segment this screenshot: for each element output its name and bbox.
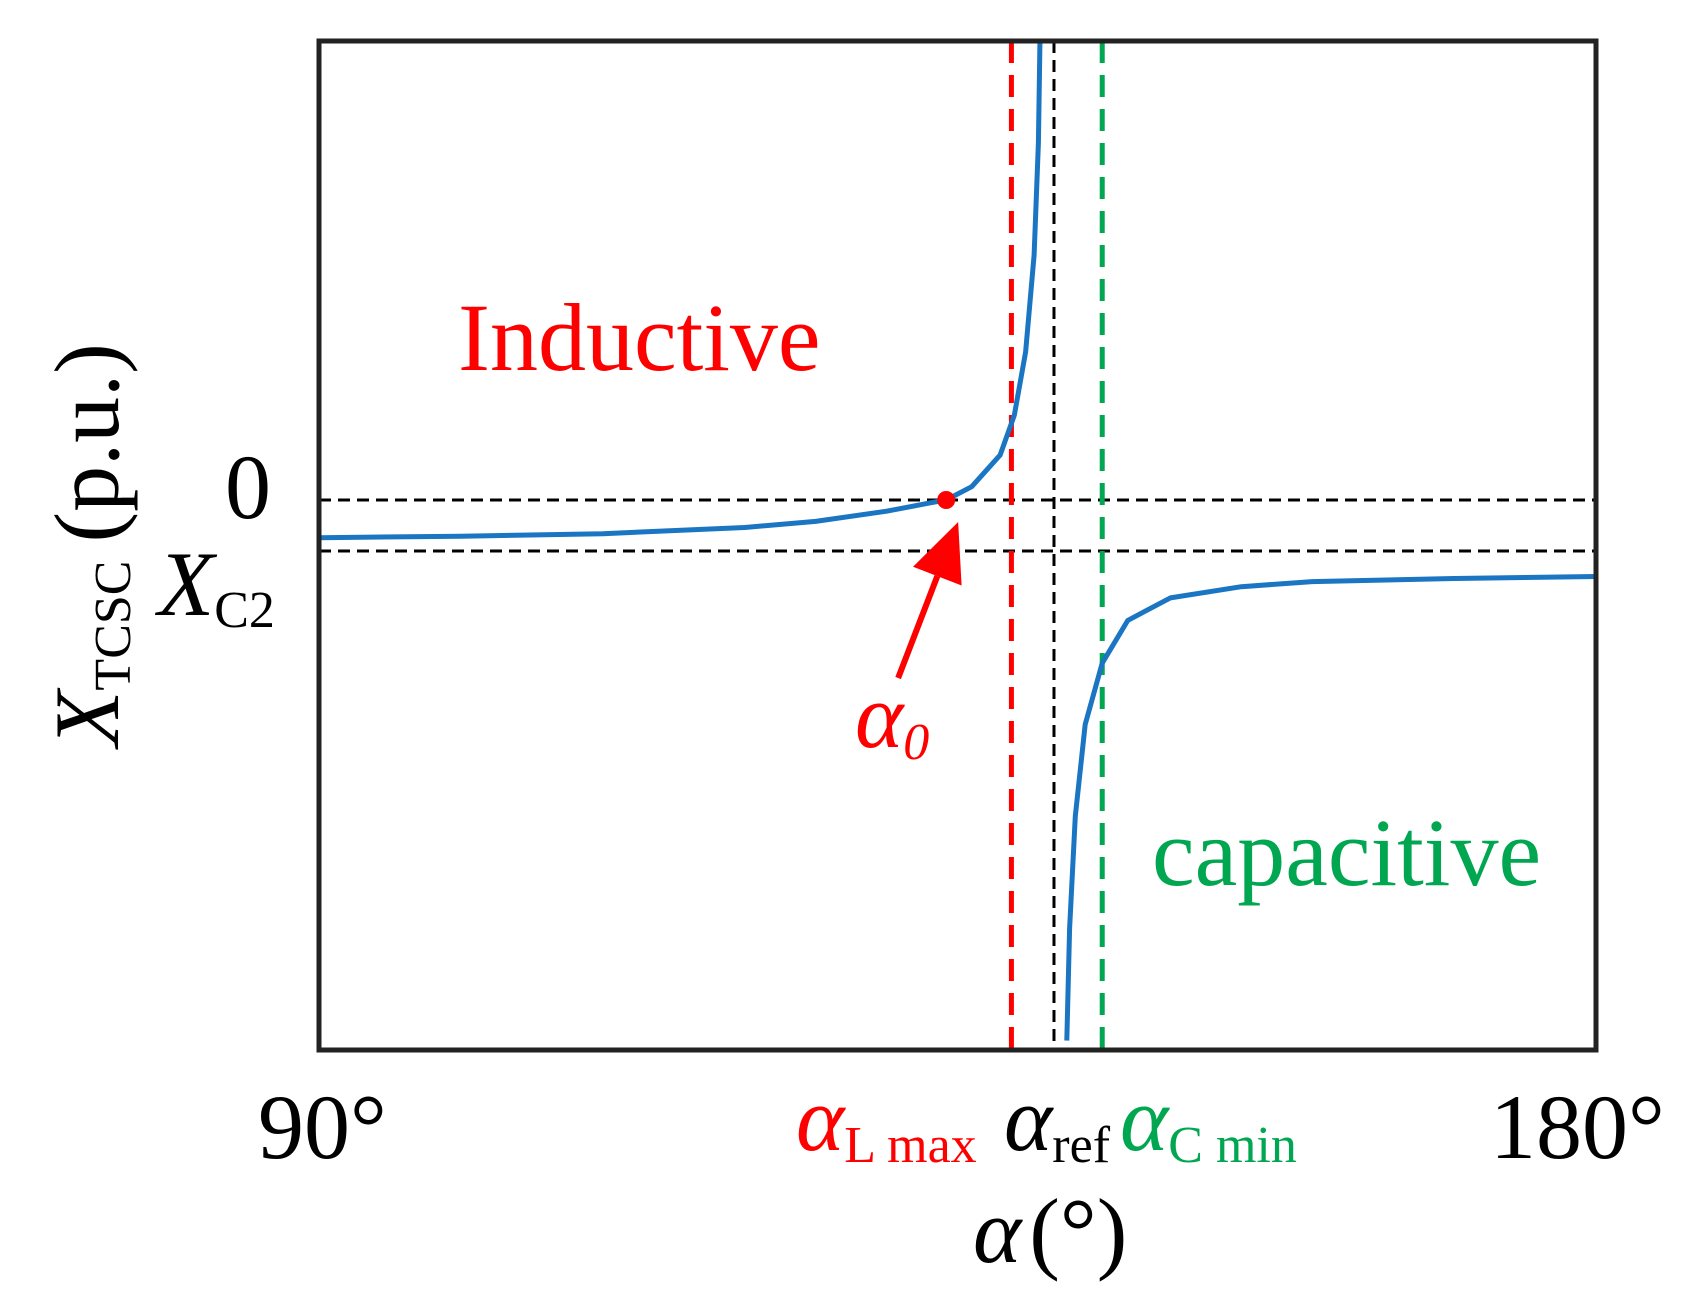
curve-segment-0	[319, 41, 1043, 541]
curve-segment-1	[1064, 574, 1596, 1041]
plot-frame	[316, 38, 1599, 1053]
alpha0-annotation: α0	[855, 491, 962, 771]
alpha-cmin-label: αC min	[1120, 1068, 1297, 1174]
y-axis-label: XTCSC(p.u.)	[36, 343, 142, 751]
alpha0-point	[937, 491, 956, 509]
inductive-label: Inductive	[458, 284, 821, 391]
vertical-reference-lines	[1008, 41, 1105, 1050]
alpha-lmax-label: αL max	[796, 1068, 977, 1174]
y-tick-zero: 0	[225, 436, 271, 538]
alpha0-label: α0	[855, 665, 929, 771]
x-axis-label: α(°)	[973, 1180, 1127, 1282]
y-tick-xc2: XC2	[154, 533, 275, 639]
x-tick-180: 180°	[1490, 1076, 1665, 1178]
capacitive-label: capacitive	[1152, 799, 1541, 906]
alpha0-arrow-head	[913, 522, 962, 586]
alpha0-arrow-shaft	[895, 575, 941, 680]
alpha-ref-label: αref	[1004, 1068, 1111, 1174]
x-tick-90: 90°	[258, 1076, 387, 1178]
